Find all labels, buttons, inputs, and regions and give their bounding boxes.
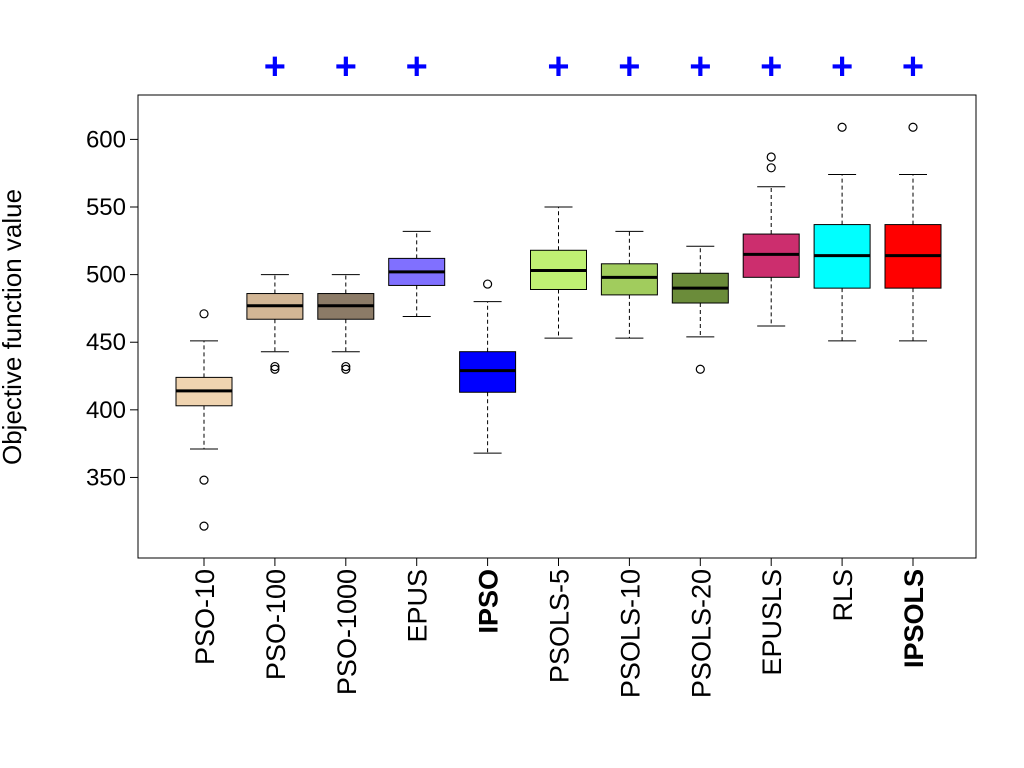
significance-plus-marker: +	[547, 46, 569, 88]
x-category-label: PSO-10	[190, 569, 220, 665]
x-category-label: IPSOLS	[899, 569, 929, 668]
outlier-point	[199, 309, 209, 319]
significance-plus-marker: +	[618, 46, 640, 88]
outlier-point	[695, 364, 705, 374]
outlier-point	[766, 152, 776, 162]
significance-plus-marker: +	[831, 46, 853, 88]
box-group	[459, 279, 517, 454]
significance-plus-marker: +	[902, 46, 924, 88]
x-category-label: IPSO	[474, 569, 504, 634]
x-category-label: PSO-100	[261, 569, 291, 680]
y-tick-label: 600	[86, 126, 126, 153]
outlier-point	[766, 163, 776, 173]
y-tick-label: 550	[86, 194, 126, 221]
x-category-label: PSO-1000	[332, 569, 362, 695]
significance-plus-marker: +	[406, 46, 428, 88]
x-category-label: EPUS	[403, 569, 433, 643]
outlier-point	[483, 279, 493, 289]
y-axis-title: Objective function value	[0, 189, 27, 465]
outlier-point	[270, 361, 280, 372]
box	[600, 263, 658, 296]
box-group	[813, 122, 871, 342]
outlier-point	[341, 364, 351, 374]
significance-plus-marker: +	[760, 46, 782, 88]
x-category-label: RLS	[828, 569, 858, 622]
significance-plus-marker: +	[335, 46, 357, 88]
box-group	[884, 122, 942, 342]
box-group	[246, 274, 304, 374]
plot-layer	[175, 122, 942, 531]
y-tick-label: 450	[86, 329, 126, 356]
y-tick-label: 500	[86, 262, 126, 289]
significance-plus-marker: +	[264, 46, 286, 88]
axis-layer: 350 400 450 500 550 600 PSO-10 PSO-100 + PSO-1000…	[86, 46, 929, 698]
x-category-label: PSOLS-20	[686, 569, 716, 698]
outlier-point	[908, 122, 918, 132]
outlier-point	[199, 475, 209, 485]
box-group	[671, 245, 729, 374]
y-tick-label: 350	[86, 464, 126, 491]
significance-plus-marker: +	[689, 46, 711, 88]
box-group	[600, 230, 658, 339]
y-tick-label: 400	[86, 397, 126, 424]
box-group	[742, 152, 800, 327]
box-group	[530, 206, 587, 339]
x-category-label: PSOLS-10	[615, 569, 645, 698]
outlier-point	[837, 122, 847, 132]
outlier-point	[270, 364, 280, 374]
x-category-label: PSOLS-5	[545, 569, 575, 683]
outlier-point	[199, 521, 209, 531]
box-group	[317, 274, 375, 374]
box-group	[175, 309, 233, 531]
box-group	[388, 230, 446, 318]
outlier-point	[341, 361, 351, 372]
x-category-label: EPUSLS	[757, 569, 787, 676]
